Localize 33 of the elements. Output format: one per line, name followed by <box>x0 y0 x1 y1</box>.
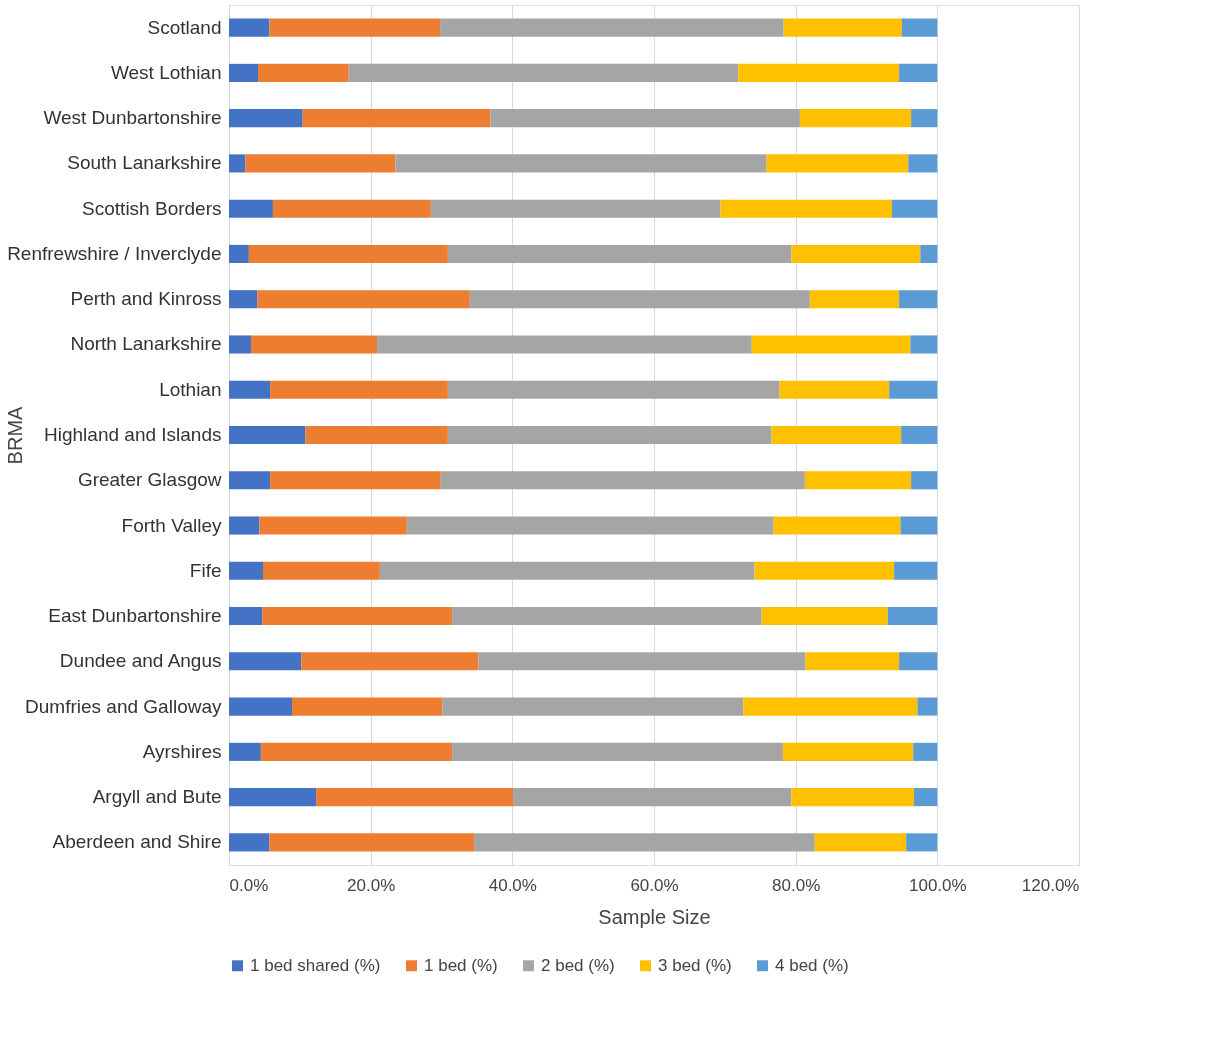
y-tick-label: Scotland <box>147 16 222 38</box>
legend-label: 1 bed shared (%) <box>250 955 381 975</box>
y-tick-label: Dumfries and Galloway <box>25 695 222 717</box>
x-tick-label: 80.0% <box>772 875 821 895</box>
y-tick-label: Lothian <box>159 378 222 400</box>
y-tick-label: Ayrshires <box>142 740 222 762</box>
y-tick-label: Highland and Islands <box>44 424 222 445</box>
legend-label: 2 bed (%) <box>541 955 615 975</box>
y-tick-label: Forth Valley <box>121 514 222 536</box>
x-tick-label: 0.0% <box>229 875 269 895</box>
x-tick-label: 120.0% <box>1021 875 1080 895</box>
y-tick-label: West Lothian <box>110 61 222 83</box>
x-axis-title: Sample Size <box>598 905 711 928</box>
y-tick-label: North Lanarkshire <box>70 333 222 355</box>
y-tick-label: Scottish Borders <box>82 197 222 219</box>
y-tick-label: East Dunbartonshire <box>48 605 222 627</box>
legend-label: 4 bed (%) <box>775 955 849 975</box>
x-tick-label: 40.0% <box>488 875 537 895</box>
y-tick-label: Perth and Kinross <box>70 288 222 310</box>
x-tick-label: 100.0% <box>909 875 967 895</box>
x-tick-label: 60.0% <box>630 875 679 895</box>
y-tick-label: Argyll and Bute <box>92 786 222 808</box>
legend-label: 1 bed (%) <box>424 955 498 975</box>
y-tick-label: West Dunbartonshire <box>43 107 222 129</box>
y-tick-label: Dundee and Angus <box>59 650 222 672</box>
y-axis-title: BRMA <box>3 405 26 465</box>
y-tick-label: Greater Glasgow <box>77 469 222 491</box>
y-tick-label: Aberdeen and Shire <box>52 831 222 853</box>
y-tick-label: Renfrewshire / Inverclyde <box>7 242 222 264</box>
y-tick-label: South Lanarkshire <box>67 152 222 174</box>
y-tick-label: Fife <box>189 559 222 581</box>
x-tick-label: 20.0% <box>347 875 396 895</box>
legend-label: 3 bed (%) <box>658 955 732 975</box>
